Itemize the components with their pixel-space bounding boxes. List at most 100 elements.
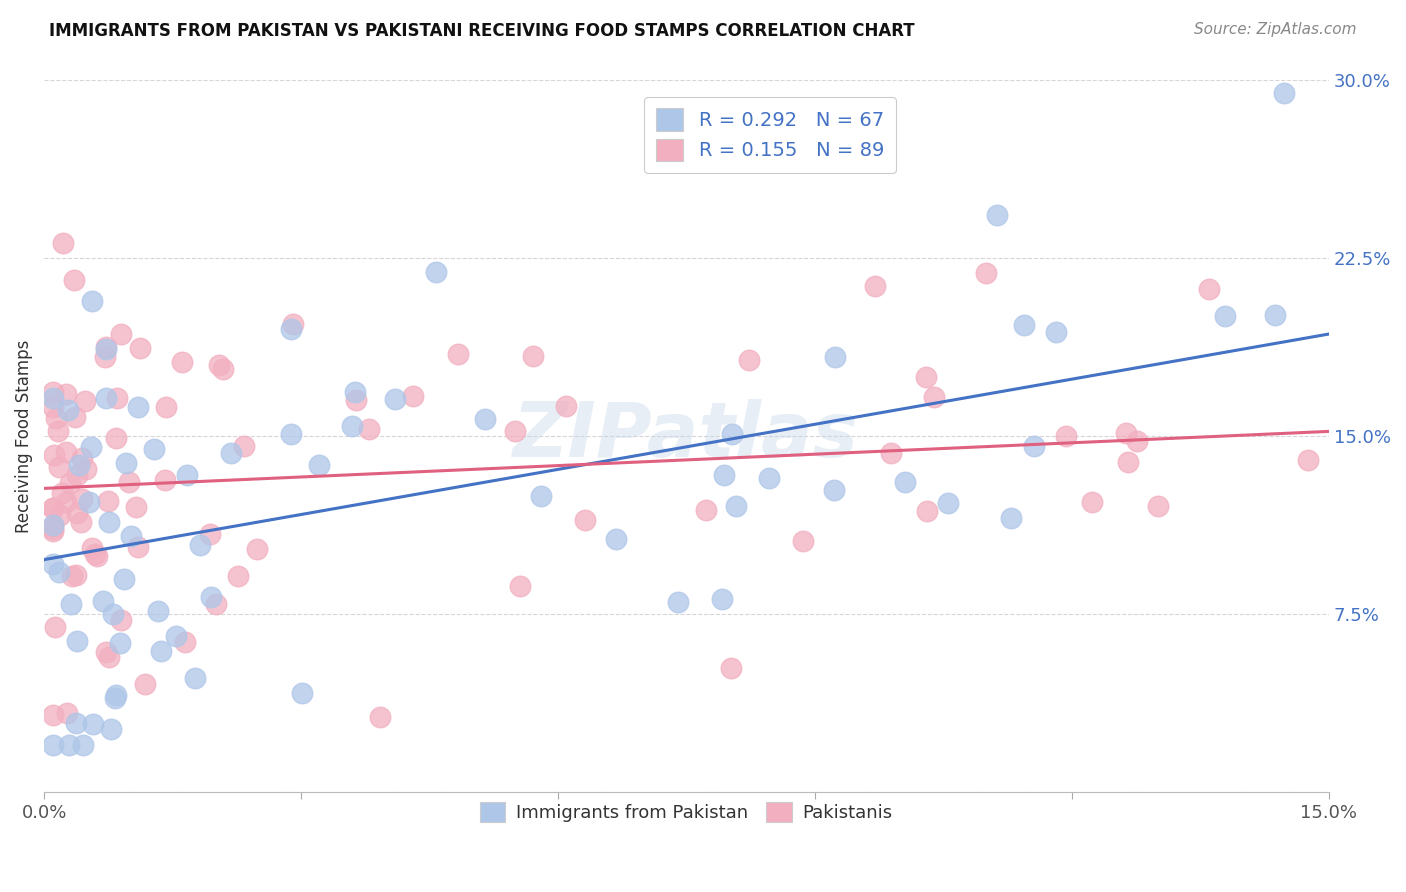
Point: [1115, 425, 1137, 440]
Point: [124, 500, 146, 515]
Point: [75, 394, 97, 409]
Point: [112, 572, 135, 586]
Point: [153, 473, 176, 487]
Point: [291, 686, 314, 700]
Point: [1126, 434, 1149, 449]
Point: [280, 322, 302, 336]
Text: ZIPatlas: ZIPatlas: [513, 399, 859, 473]
Point: [48, 459, 70, 474]
Point: [70, 516, 93, 530]
Point: [720, 427, 742, 442]
Point: [46, 425, 69, 439]
Point: [986, 208, 1008, 222]
Point: [720, 660, 742, 674]
Text: IMMIGRANTS FROM PAKISTAN VS PAKISTANI RECEIVING FOOD STAMPS CORRELATION CHART: IMMIGRANTS FROM PAKISTAN VS PAKISTANI RE…: [49, 22, 915, 40]
Point: [93, 594, 115, 608]
Point: [97, 649, 120, 664]
Point: [1045, 325, 1067, 339]
Point: [554, 399, 576, 413]
Point: [134, 677, 156, 691]
Point: [143, 442, 166, 457]
Point: [915, 370, 938, 384]
Point: [65, 716, 87, 731]
Point: [70, 492, 93, 507]
Point: [792, 533, 814, 548]
Point: [94, 391, 117, 405]
Point: [104, 691, 127, 706]
Point: [66, 634, 89, 648]
Point: [1024, 439, 1046, 453]
Point: [668, 595, 690, 609]
Point: [474, 412, 496, 426]
Point: [72, 451, 94, 466]
Point: [128, 341, 150, 355]
Point: [915, 503, 938, 517]
Point: [114, 456, 136, 470]
Point: [52, 235, 75, 250]
Point: [368, 710, 391, 724]
Point: [65, 567, 87, 582]
Point: [94, 350, 117, 364]
Point: [80, 441, 103, 455]
Point: [105, 431, 128, 445]
Point: [41, 524, 63, 538]
Y-axis label: Receiving Food Stamps: Receiving Food Stamps: [15, 340, 32, 533]
Point: [44, 620, 66, 634]
Point: [83, 547, 105, 561]
Point: [75, 462, 97, 476]
Point: [281, 318, 304, 332]
Point: [56, 706, 79, 720]
Point: [146, 604, 169, 618]
Point: [41, 738, 63, 752]
Point: [724, 499, 747, 513]
Point: [226, 568, 249, 582]
Point: [72, 738, 94, 752]
Point: [344, 385, 367, 400]
Point: [1146, 500, 1168, 514]
Point: [41, 522, 63, 536]
Point: [1056, 429, 1078, 443]
Point: [55, 386, 77, 401]
Point: [110, 613, 132, 627]
Point: [94, 340, 117, 354]
Point: [56, 403, 79, 417]
Point: [66, 468, 89, 483]
Point: [738, 353, 761, 368]
Point: [41, 400, 63, 414]
Point: [447, 347, 470, 361]
Point: [110, 635, 132, 649]
Point: [503, 424, 526, 438]
Point: [922, 390, 945, 404]
Point: [605, 533, 627, 547]
Point: [522, 349, 544, 363]
Point: [384, 392, 406, 407]
Point: [530, 489, 553, 503]
Point: [110, 326, 132, 341]
Point: [1000, 511, 1022, 525]
Point: [63, 409, 86, 424]
Point: [402, 389, 425, 403]
Point: [233, 439, 256, 453]
Point: [894, 475, 917, 490]
Point: [58, 738, 80, 752]
Point: [48, 566, 70, 580]
Point: [359, 422, 381, 436]
Point: [104, 688, 127, 702]
Point: [118, 475, 141, 490]
Point: [713, 467, 735, 482]
Point: [208, 358, 231, 372]
Point: [105, 391, 128, 405]
Point: [55, 495, 77, 509]
Point: [41, 501, 63, 516]
Point: [170, 355, 193, 369]
Point: [205, 597, 228, 611]
Point: [60, 569, 83, 583]
Point: [176, 468, 198, 483]
Point: [824, 350, 846, 364]
Point: [1116, 455, 1139, 469]
Point: [100, 722, 122, 736]
Point: [45, 410, 67, 425]
Point: [59, 475, 82, 490]
Point: [188, 538, 211, 552]
Point: [55, 444, 77, 458]
